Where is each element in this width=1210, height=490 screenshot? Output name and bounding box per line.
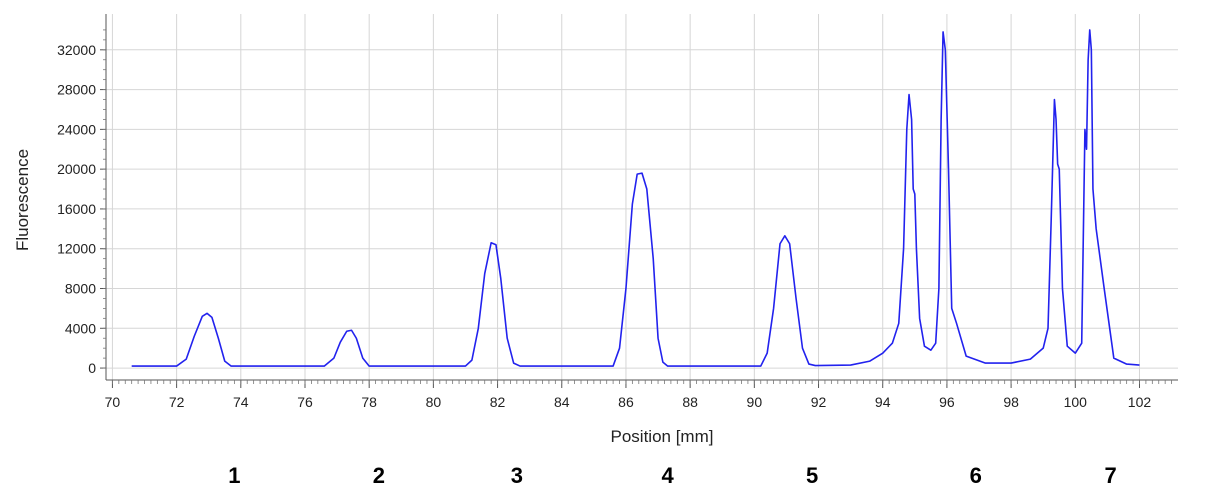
tick-marks: 70 72 74 76 78 80 82 84 86 88 90 92 94 96 98 100 102 0 400…: [57, 29, 1172, 410]
x-axis-label: Position [mm]: [611, 427, 714, 446]
y-tick-label: 8000: [65, 281, 96, 297]
y-tick-label: 28000: [57, 82, 96, 98]
y-tick-label: 0: [88, 360, 96, 376]
lane-label-6: 6: [969, 463, 982, 488]
series-group: [131, 29, 1140, 367]
x-tick-label: 74: [233, 394, 249, 410]
fluorescence-chart: 70 72 74 76 78 80 82 84 86 88 90 92 94 96 98 100 102 0 400…: [13, 14, 1178, 446]
x-tick-label: 98: [1003, 394, 1019, 410]
y-tick-label: 32000: [57, 42, 96, 58]
gridlines: [106, 14, 1178, 380]
lane-label-2: 2: [372, 463, 385, 488]
x-tick-label: 76: [297, 394, 313, 410]
lane-label-7: 7: [1104, 463, 1117, 488]
plot-area: [106, 14, 1178, 380]
series-line-0: [131, 29, 1140, 367]
y-tick-label: 12000: [57, 241, 96, 257]
y-tick-label: 20000: [57, 161, 96, 177]
axes: [105, 14, 1178, 381]
x-tick-label: 94: [875, 394, 891, 410]
y-tick-label: 16000: [57, 201, 96, 217]
x-tick-label: 80: [426, 394, 442, 410]
y-axis-label: Fluorescence: [13, 149, 32, 251]
x-tick-label: 78: [361, 394, 377, 410]
lane-label-1: 1: [228, 463, 241, 488]
x-tick-label: 72: [169, 394, 185, 410]
lane-label-3: 3: [510, 463, 523, 488]
x-tick-label: 86: [618, 394, 634, 410]
x-tick-label: 92: [811, 394, 827, 410]
x-tick-label: 102: [1128, 394, 1152, 410]
x-tick-label: 84: [554, 394, 570, 410]
y-tick-label: 4000: [65, 320, 96, 336]
x-tick-label: 70: [105, 394, 121, 410]
x-tick-label: 96: [939, 394, 955, 410]
y-tick-label: 24000: [57, 121, 96, 137]
lane-label-4: 4: [661, 463, 674, 488]
lane-label-5: 5: [805, 463, 819, 488]
x-tick-label: 88: [682, 394, 698, 410]
x-tick-label: 90: [747, 394, 763, 410]
x-tick-label: 82: [490, 394, 506, 410]
x-tick-label: 100: [1064, 394, 1088, 410]
